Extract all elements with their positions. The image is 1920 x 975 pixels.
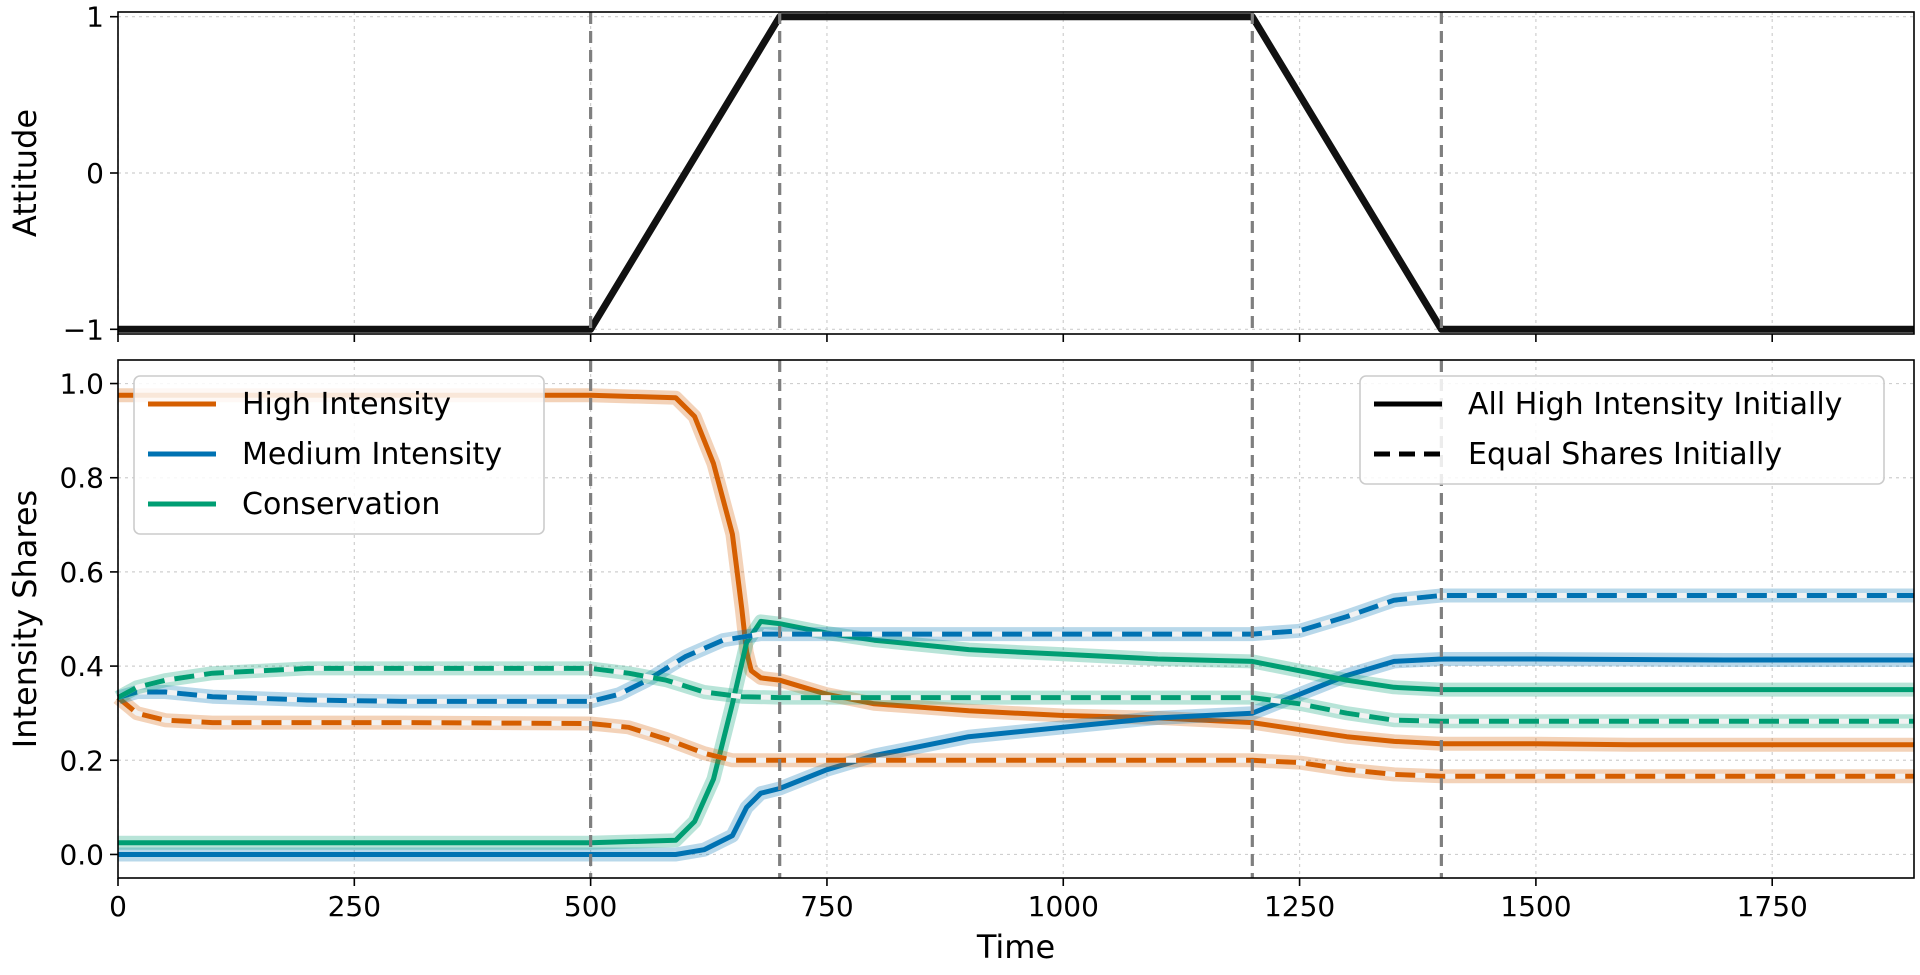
legend-label: Medium Intensity bbox=[242, 437, 502, 472]
shares-axes-frame bbox=[117, 359, 1915, 879]
y-tick-label: 1.0 bbox=[59, 368, 104, 401]
legend-label: Equal Shares Initially bbox=[1468, 437, 1782, 472]
high-intensity-dashed-line bbox=[116, 695, 1914, 779]
x-tick-label: 500 bbox=[564, 890, 617, 923]
medium-intensity-solid-line bbox=[118, 656, 1914, 857]
legend-box bbox=[1359, 375, 1885, 485]
attitude-panel: −1 0 1 Attitude bbox=[6, 1, 1915, 346]
y-tick-label: 1 bbox=[86, 1, 104, 34]
legend-label: Conservation bbox=[242, 487, 440, 522]
x-tick-label: 1250 bbox=[1264, 890, 1335, 923]
conservation-solid-line bbox=[118, 618, 1914, 846]
legend-label: High Intensity bbox=[242, 387, 451, 422]
attitude-line bbox=[118, 13, 1914, 333]
x-tick-label: 750 bbox=[800, 890, 853, 923]
conservation-dashed-line bbox=[116, 665, 1914, 724]
x-tick-label: 250 bbox=[328, 890, 381, 923]
x-axis-label: Time bbox=[976, 928, 1055, 966]
x-tick-label: 1500 bbox=[1500, 890, 1571, 923]
legend-box bbox=[133, 375, 545, 535]
y-tick-label: 0 bbox=[86, 157, 104, 190]
y-tick-label: 0.0 bbox=[59, 838, 104, 871]
legend-series-colors: High Intensity Medium Intensity Conservati… bbox=[133, 375, 545, 535]
legend-line-styles: All High Intensity Initially Equal Shares… bbox=[1359, 375, 1885, 485]
y-tick-label: 0.2 bbox=[59, 744, 104, 777]
y-tick-label: 0.8 bbox=[59, 462, 104, 495]
shares-y-axis-label: Intensity Shares bbox=[6, 490, 44, 748]
shares-series-group bbox=[113, 388, 1914, 862]
x-tick-label: 1750 bbox=[1737, 890, 1808, 923]
medium-intensity-dashed-line bbox=[117, 593, 1914, 704]
y-tick-label: 0.4 bbox=[59, 650, 104, 683]
y-tick-label: −1 bbox=[63, 313, 104, 346]
x-tick-label: 0 bbox=[109, 890, 127, 923]
y-tick-label: 0.6 bbox=[59, 556, 104, 589]
intensity-shares-panel: 0.0 0.2 0.4 0.6 0.8 1.0 0 250 500 750 1000 1250 1500… bbox=[6, 359, 1915, 966]
x-tick-label: 1000 bbox=[1028, 890, 1099, 923]
legend-label: All High Intensity Initially bbox=[1468, 387, 1842, 422]
attitude-series-group bbox=[118, 13, 1914, 333]
attitude-y-axis-label: Attitude bbox=[6, 109, 44, 237]
